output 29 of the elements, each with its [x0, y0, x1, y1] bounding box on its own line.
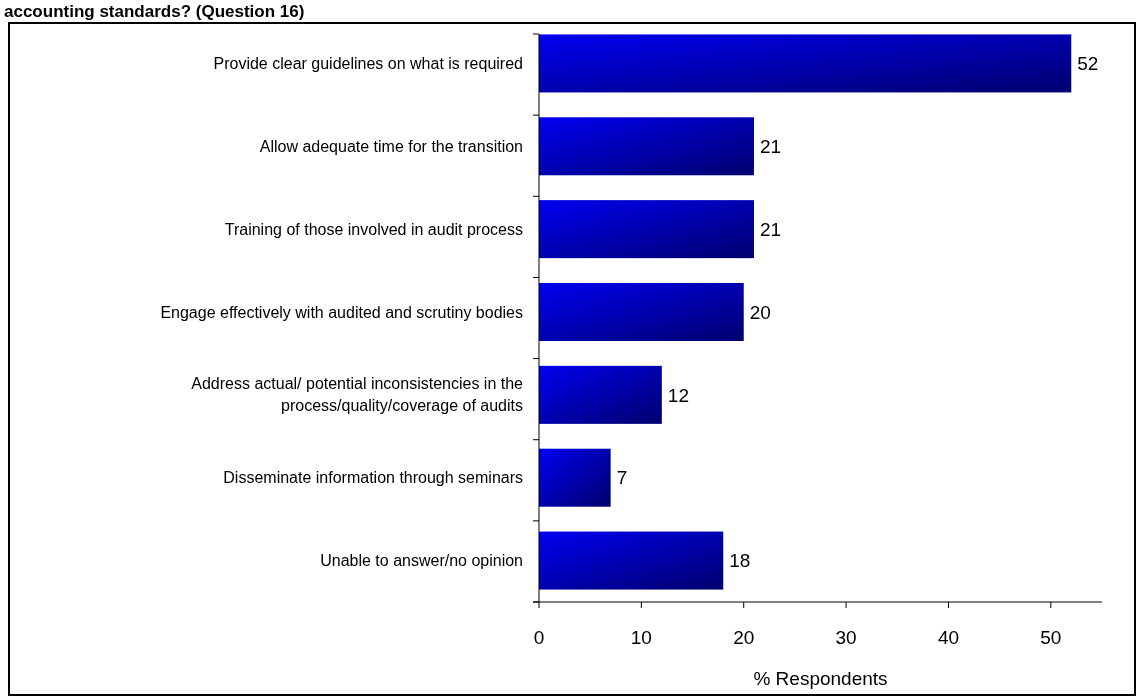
x-axis-title: % Respondents [753, 668, 888, 689]
x-tick-label: 0 [533, 627, 545, 648]
x-tick-label: 10 [630, 627, 652, 648]
bar [539, 34, 1072, 93]
bar [539, 531, 724, 590]
data-label: 52 [1077, 53, 1099, 75]
bar [539, 117, 754, 176]
x-tick-label: 50 [1040, 627, 1062, 648]
data-label: 21 [759, 135, 782, 157]
y-tick-label: Allow adequate time for the transition [259, 137, 523, 155]
y-tick-label: Engage effectively with audited and scrutiny bodies [160, 303, 523, 321]
y-tick-label: Provide clear guidelines on what is required [213, 55, 523, 73]
bar [539, 365, 662, 424]
data-label: 7 [616, 467, 628, 489]
x-tick-label: 30 [835, 627, 857, 648]
y-tick-label: Address actual/ potential inconsistencies in the process/quality/coverage of audits [191, 375, 524, 415]
y-tick-label: Disseminate information through seminars [223, 469, 523, 487]
x-tick-label: 40 [937, 627, 960, 648]
data-label: 21 [759, 218, 782, 240]
y-tick-label: Training of those involved in audit process [224, 220, 523, 238]
data-label: 20 [749, 301, 771, 323]
data-label: 18 [729, 550, 751, 572]
data-label: 12 [667, 384, 689, 406]
x-tick-label: 20 [733, 627, 755, 648]
bar [539, 448, 611, 507]
bar [539, 200, 754, 259]
text: accounting standards? (Question 16) [4, 2, 305, 21]
y-tick-label: Unable to answer/no opinion [320, 552, 523, 570]
bar [539, 283, 744, 341]
